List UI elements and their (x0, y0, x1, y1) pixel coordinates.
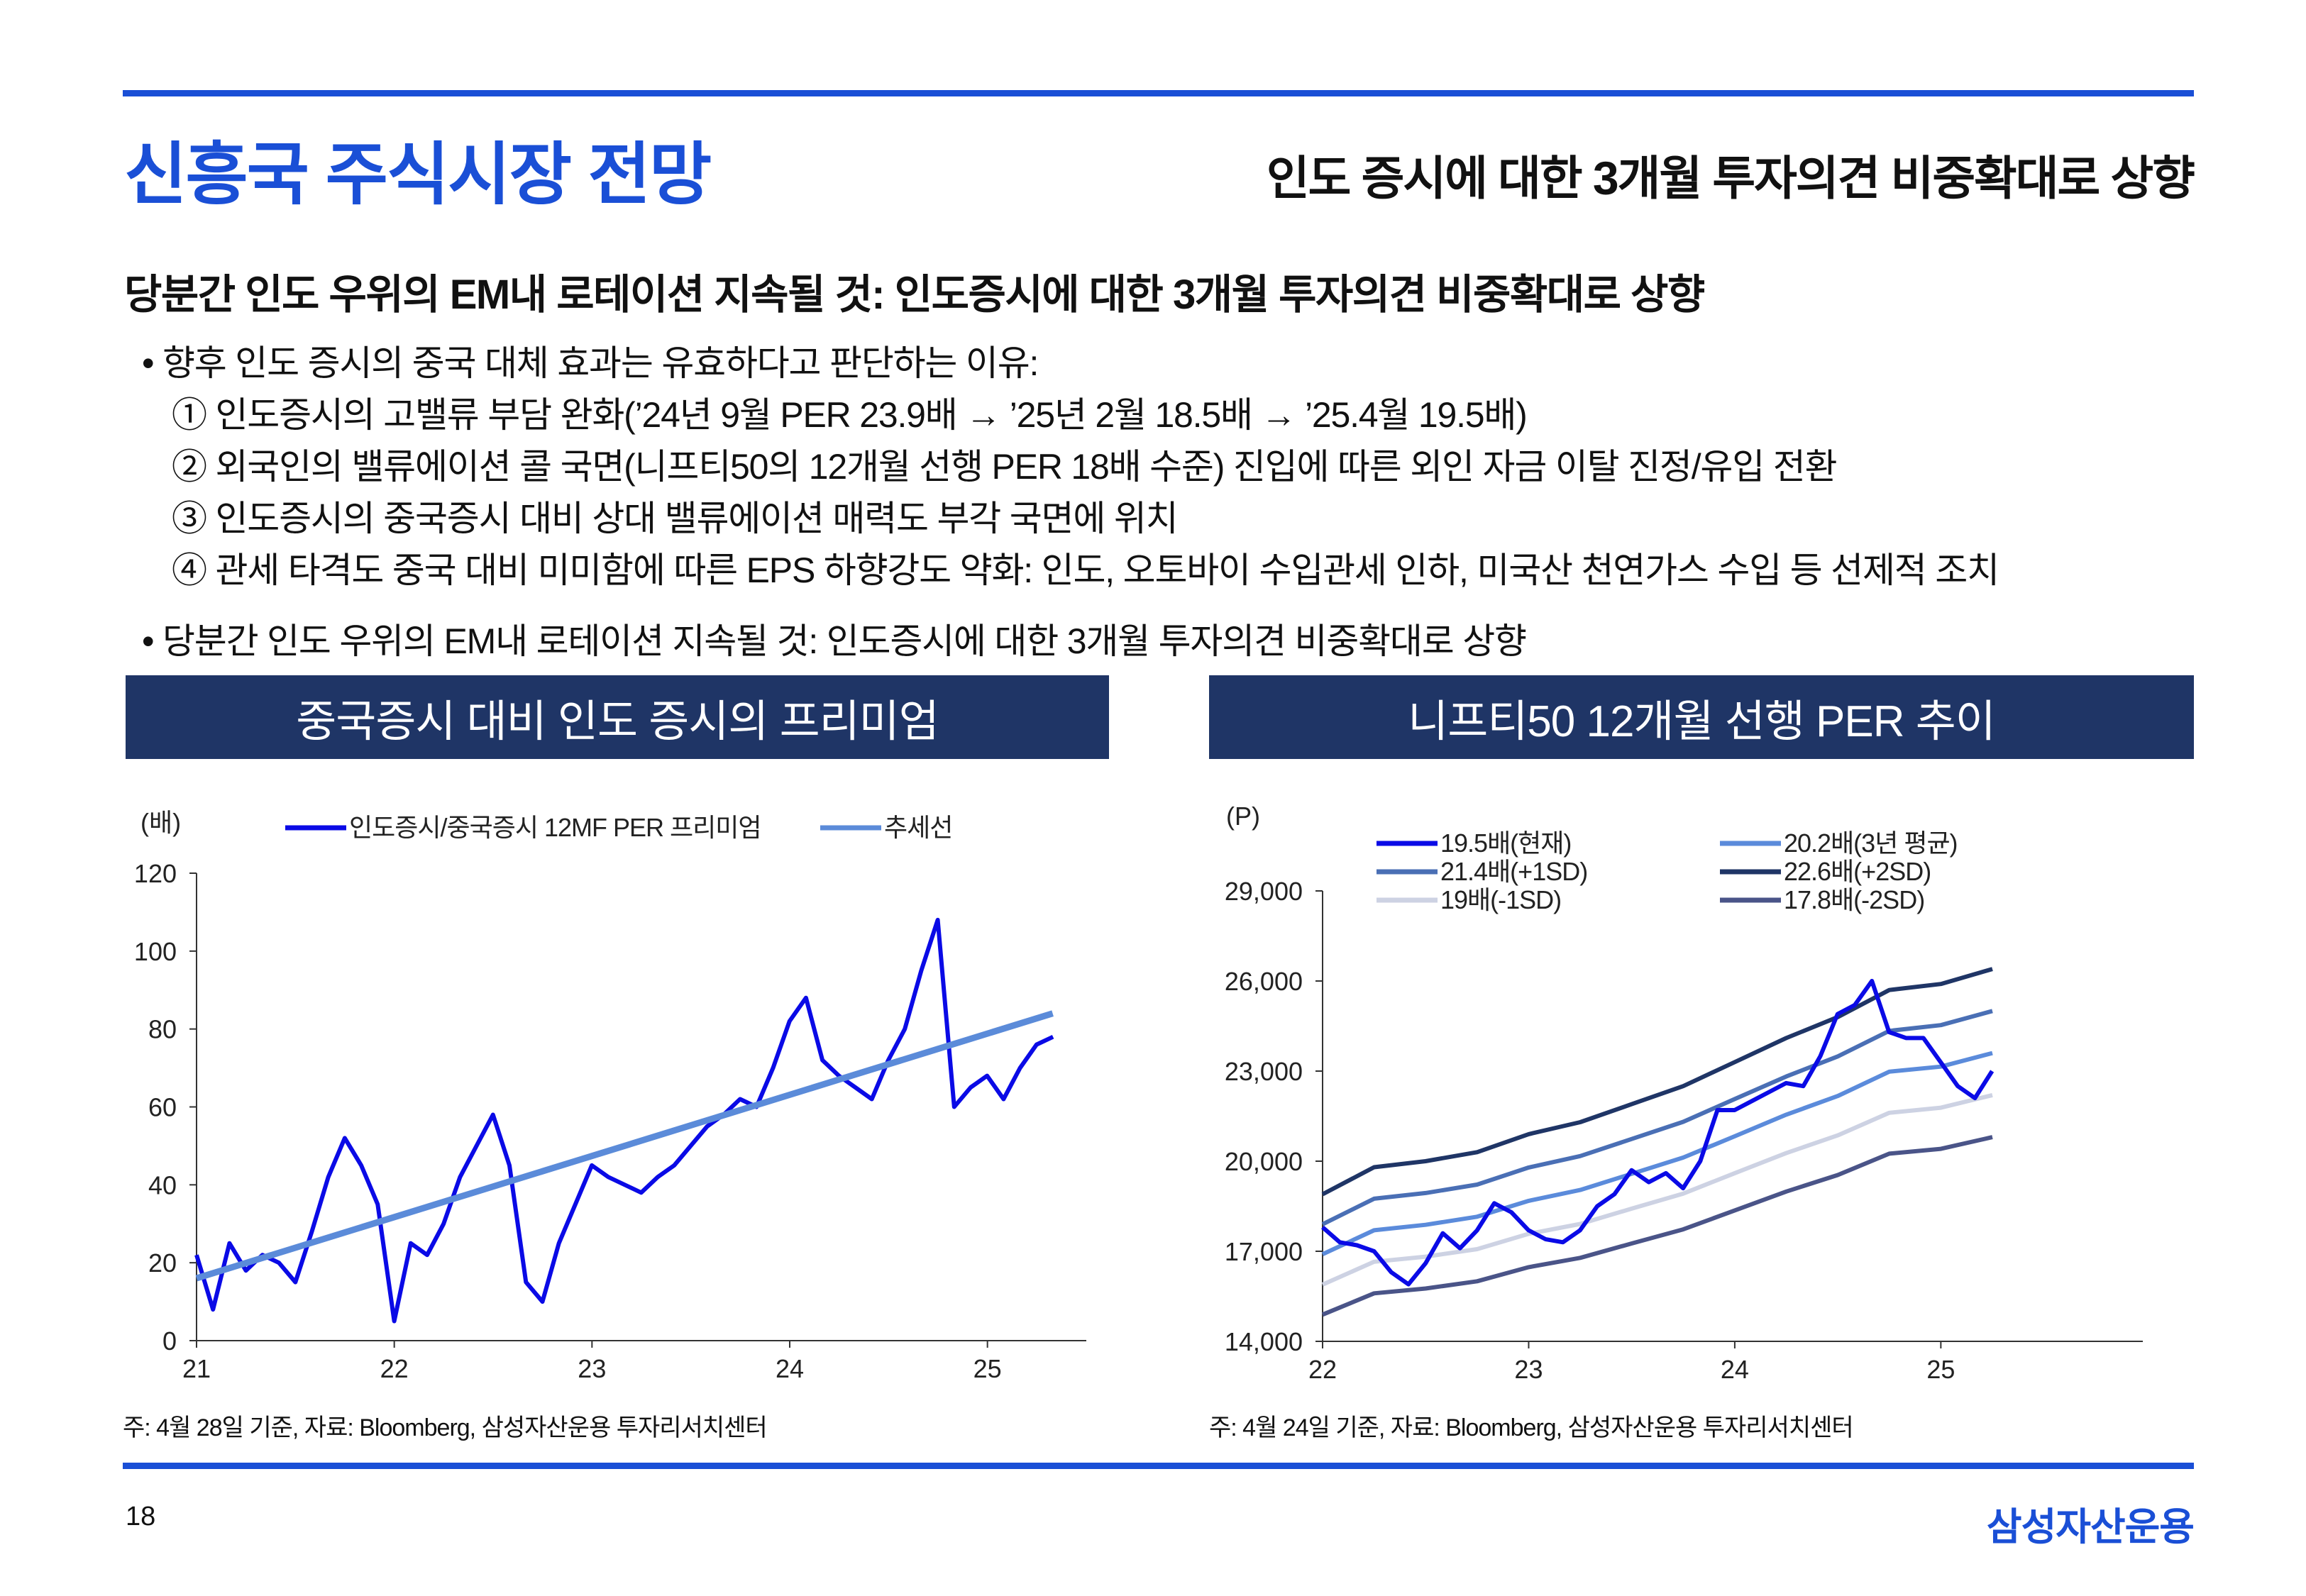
reason-1: ① 인도증시의 고밸류 부담 완화(’24년 9월 PER 23.9배 → ’2… (172, 395, 1528, 435)
left-chart-note: 주: 4월 28일 기준, 자료: Bloomberg, 삼성자산운용 투자리서… (123, 1414, 768, 1441)
nifty-legend-label: 19배(-1SD) (1440, 885, 1561, 914)
page-title: 신흥국 주식시장 전망 (124, 137, 712, 213)
premium-x-tick-label: 23 (578, 1354, 606, 1383)
bullet-conclusion: • 당분간 인도 우위의 EM내 로테이션 지속될 것: 인도증시에 대한 3개… (142, 621, 1527, 661)
bullet-reasons: • 향후 인도 증시의 중국 대체 효과는 유효하다고 판단하는 이유: (142, 343, 1039, 383)
brand-logo: 삼성자산운용 (1986, 1506, 2195, 1548)
premium-x-tick-label: 21 (182, 1354, 211, 1383)
right-chart-title: 니프티50 12개월 선행 PER 추이 (1209, 675, 2194, 759)
nifty-y-tick-label: 23,000 (1225, 1057, 1303, 1086)
nifty-series-line (1321, 1135, 1993, 1317)
nifty-series-line (1321, 1009, 1993, 1226)
nifty-x-tick-label: 22 (1308, 1355, 1337, 1384)
nifty-x-tick-label: 25 (1926, 1355, 1955, 1384)
reason-3: ③ 인도증시의 중국증시 대비 상대 밸류에이션 매력도 부각 국면에 위치 (172, 499, 1179, 538)
nifty-y-tick-label: 20,000 (1225, 1147, 1303, 1176)
reason-2: ② 외국인의 밸류에이션 콜 국면(니프티50의 12개월 선행 PER 18배… (172, 447, 1838, 487)
nifty-y-unit-label: (P) (1226, 802, 1260, 831)
premium-y-tick-label: 40 (148, 1170, 177, 1199)
premium-legend-label: 추세선 (884, 813, 952, 842)
nifty-legend-label: 19.5배(현재) (1440, 829, 1571, 858)
premium-legend-label: 인도증시/중국증시 12MF PER 프리미엄 (349, 813, 761, 842)
premium-x-tick-label: 24 (776, 1354, 804, 1383)
nifty-y-tick-label: 14,000 (1225, 1327, 1303, 1356)
reason-4: ④ 관세 타격도 중국 대비 미미함에 따른 EPS 하향강도 약화: 인도, … (172, 550, 1999, 590)
nifty-legend-label: 21.4배(+1SD) (1440, 857, 1587, 886)
nifty-series-line (1321, 967, 1993, 1197)
nifty-y-tick-label: 29,000 (1225, 877, 1303, 906)
premium-y-tick-label: 60 (148, 1093, 177, 1122)
premium-x-tick-label: 22 (380, 1354, 409, 1383)
top-rule (123, 90, 2194, 96)
nifty-series-line (1321, 979, 1995, 1287)
premium-y-tick-label: 20 (148, 1248, 177, 1278)
page-number: 18 (126, 1502, 156, 1531)
nifty-series-line (1321, 1092, 1993, 1287)
right-chart-note: 주: 4월 24일 기준, 자료: Bloomberg, 삼성자산운용 투자리서… (1209, 1414, 1854, 1441)
nifty-series-line (1321, 1051, 1993, 1256)
nifty-y-tick-label: 26,000 (1225, 967, 1303, 996)
premium-y-tick-label: 100 (134, 937, 177, 966)
nifty-y-tick-label: 17,000 (1225, 1237, 1303, 1266)
nifty-x-tick-label: 23 (1514, 1355, 1543, 1384)
premium-y-tick-label: 80 (148, 1015, 177, 1044)
bottom-rule (123, 1463, 2194, 1469)
nifty-x-tick-label: 24 (1721, 1355, 1749, 1384)
nifty-legend-label: 17.8배(-2SD) (1784, 885, 1924, 914)
premium-y-unit-label: (배) (140, 808, 181, 837)
premium-series-line (195, 1010, 1054, 1282)
premium-x-tick-label: 25 (973, 1354, 1002, 1383)
nifty-legend-label: 20.2배(3년 평균) (1784, 829, 1958, 858)
nifty-legend-label: 22.6배(+2SD) (1784, 857, 1931, 886)
premium-y-tick-label: 120 (134, 859, 177, 888)
premium-series-line (194, 917, 1054, 1324)
left-chart-title: 중국증시 대비 인도 증시의 프리미엄 (126, 675, 1109, 759)
section-heading: 당분간 인도 우위의 EM내 로테이션 지속될 것: 인도증시에 대한 3개월 … (124, 272, 1705, 318)
page-subtitle: 인도 증시에 대한 3개월 투자의견 비중확대로 상향 (1266, 152, 2195, 204)
premium-y-tick-label: 0 (162, 1326, 177, 1356)
